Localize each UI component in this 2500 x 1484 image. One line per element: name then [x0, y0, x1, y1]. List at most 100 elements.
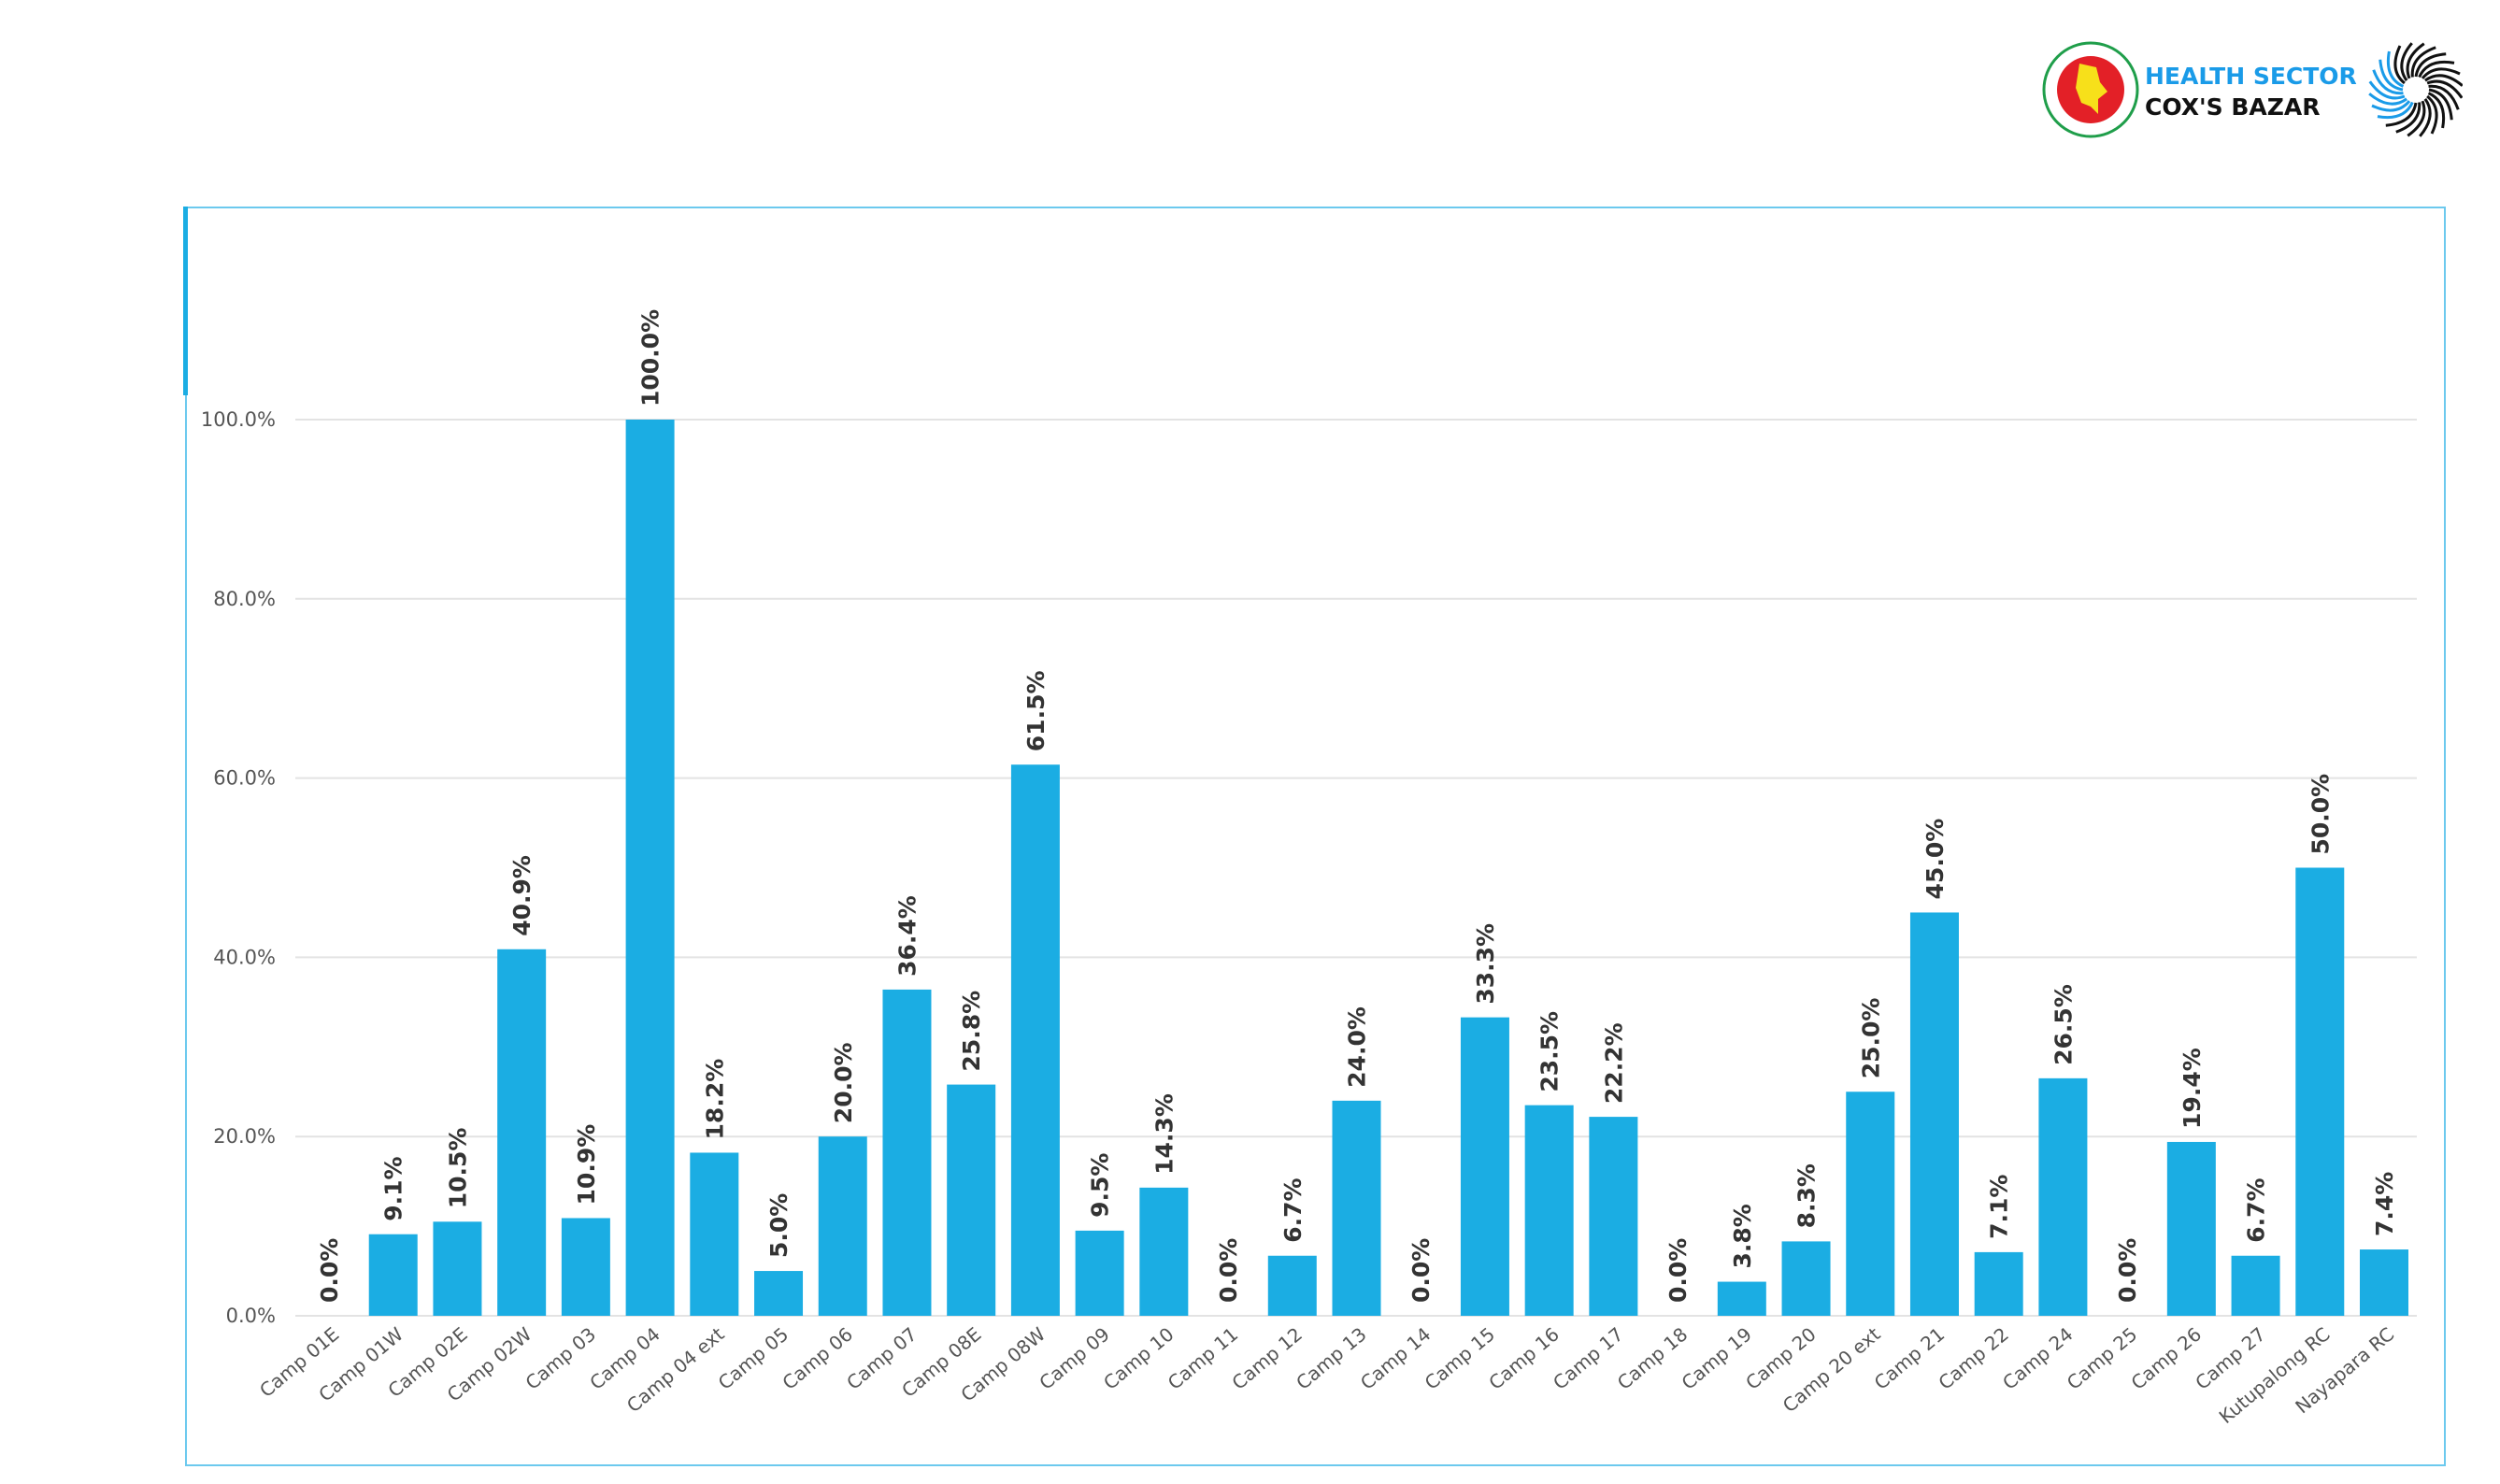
bar	[2295, 867, 2345, 1316]
x-tick-label: Kutupalong RC	[2215, 1322, 2335, 1428]
bar	[433, 1221, 482, 1316]
bar	[2038, 1077, 2088, 1316]
x-tick-label: Camp 03	[521, 1322, 601, 1393]
spiral-stroke	[2406, 42, 2425, 79]
spiral-stroke	[2414, 52, 2447, 78]
bar	[561, 1218, 610, 1316]
bar	[2231, 1255, 2280, 1316]
bar	[1974, 1251, 2023, 1316]
spiral-stroke	[2377, 101, 2414, 120]
bar	[1139, 1187, 1189, 1316]
bar	[1332, 1100, 1381, 1316]
spiral-stroke	[2426, 94, 2438, 135]
y-tick-label: 40.0%	[213, 946, 276, 968]
data-label: 3.8%	[1729, 1204, 1756, 1268]
spiral-stroke	[2368, 93, 2407, 106]
data-label: 0.0%	[1215, 1238, 1242, 1303]
data-label: 0.0%	[2114, 1238, 2141, 1303]
bar	[1010, 764, 1060, 1316]
x-tick-label: Camp 11	[1164, 1322, 1243, 1393]
data-label: 9.5%	[1087, 1153, 1114, 1218]
bar	[690, 1152, 739, 1316]
bar	[754, 1271, 804, 1316]
x-tick-label: Camp 09	[1035, 1322, 1114, 1393]
data-label: 8.3%	[1793, 1163, 1821, 1228]
x-tick-label: Camp 12	[1227, 1322, 1307, 1393]
bar	[1524, 1105, 1574, 1316]
data-label: 26.5%	[2050, 984, 2077, 1065]
data-label: 5.0%	[765, 1193, 793, 1258]
spiral-stroke	[2426, 79, 2463, 99]
x-tick-label: Camp 19	[1677, 1322, 1756, 1393]
y-tick-label: 60.0%	[213, 767, 276, 790]
data-label: 6.7%	[1279, 1177, 1307, 1242]
data-label: 25.8%	[958, 991, 985, 1072]
bar	[1717, 1281, 1766, 1316]
x-tick-label: Camp 13	[1292, 1322, 1371, 1393]
bar	[1909, 912, 1959, 1316]
data-label: 23.5%	[1536, 1011, 1564, 1092]
spiral-stroke	[2418, 60, 2455, 78]
spiral-stroke	[2379, 59, 2404, 92]
x-tick-label: Camp 26	[2127, 1322, 2207, 1393]
data-label: 36.4%	[893, 895, 921, 977]
bangladesh-emblem-icon	[2042, 41, 2139, 138]
spiral-stroke	[2427, 92, 2446, 129]
data-label: 0.0%	[316, 1238, 343, 1303]
x-tick-label: Camp 21	[1870, 1322, 1950, 1393]
spiral-stroke	[2410, 46, 2436, 78]
data-label: 24.0%	[1344, 1006, 1371, 1088]
spiral-stroke	[2400, 42, 2413, 81]
data-label: 0.0%	[1664, 1238, 1692, 1303]
x-tick-label: Camp 10	[1099, 1322, 1179, 1393]
data-label: 40.9%	[508, 855, 536, 936]
y-tick-label: 100.0%	[201, 408, 276, 431]
data-label: 20.0%	[830, 1042, 857, 1123]
data-label: 7.1%	[1986, 1175, 2013, 1239]
spiral-stroke	[2385, 102, 2418, 127]
data-label: 33.3%	[1472, 923, 1499, 1005]
bar	[368, 1234, 418, 1316]
data-label: 19.4%	[2179, 1048, 2206, 1129]
bar	[1589, 1117, 1638, 1316]
spiral-stroke	[2386, 50, 2405, 88]
data-label: 10.5%	[444, 1128, 471, 1209]
spiral-stroke	[2372, 69, 2404, 95]
bar	[1781, 1241, 1831, 1316]
spiral-stroke	[2371, 100, 2411, 112]
bar	[818, 1136, 867, 1316]
spiral-stroke	[2395, 102, 2421, 134]
spiral-stroke	[2428, 88, 2453, 121]
x-tick-label: Camp 18	[1613, 1322, 1693, 1393]
data-label: 61.5%	[1022, 670, 1050, 751]
logo-line2: COX'S BAZAR	[2145, 93, 2320, 121]
data-label: 50.0%	[2307, 774, 2334, 855]
y-tick-label: 20.0%	[213, 1125, 276, 1148]
spiral-stroke	[2393, 45, 2406, 85]
x-tick-label: Camp 22	[1934, 1322, 2013, 1393]
bar	[882, 989, 932, 1316]
data-label: 25.0%	[1857, 998, 1884, 1079]
x-tick-label: Camp 17	[1549, 1322, 1628, 1393]
spiral-stroke	[2428, 84, 2460, 110]
data-label: 9.1%	[380, 1156, 407, 1220]
bar	[1460, 1017, 1509, 1316]
data-label: 18.2%	[701, 1059, 728, 1140]
spiral-stroke	[2421, 67, 2461, 79]
data-label: 14.3%	[1150, 1093, 1178, 1175]
y-tick-label: 0.0%	[226, 1305, 276, 1327]
bar	[625, 420, 675, 1316]
bar	[2360, 1249, 2408, 1316]
spiral-stroke	[2407, 100, 2426, 137]
spiral-stroke	[2424, 74, 2463, 87]
bar	[1846, 1092, 1895, 1316]
y-tick-label: 80.0%	[213, 588, 276, 610]
x-tick-label: Camp 24	[1998, 1322, 2078, 1393]
data-label: 100.0%	[637, 309, 664, 407]
chart-frame	[185, 207, 2446, 1466]
data-label: 7.4%	[2371, 1172, 2398, 1236]
health-sector-logo: HEALTH SECTOR COX'S BAZAR	[2042, 41, 2463, 138]
x-tick-label: Camp 15	[1421, 1322, 1500, 1393]
bar	[2166, 1141, 2216, 1316]
